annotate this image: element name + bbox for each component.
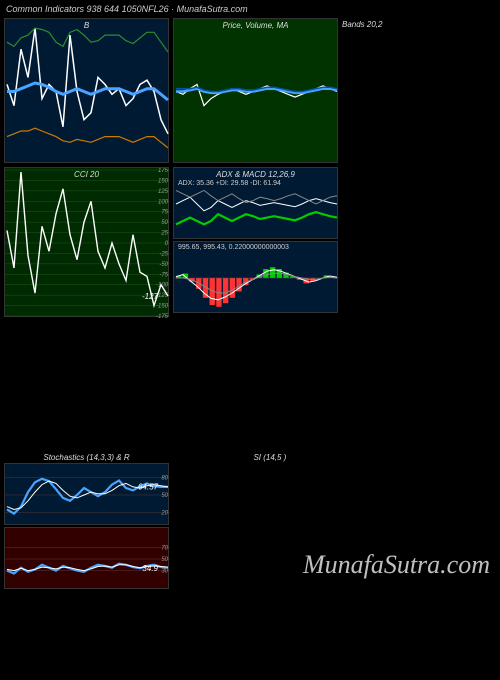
svg-text:34.9: 34.9: [142, 564, 158, 573]
svg-text:64.57: 64.57: [138, 483, 159, 492]
stoch-title: Stochastics (14,3,3) & R: [4, 453, 169, 462]
panel-macd: 995.65, 995.43, 0.22000000000003: [173, 241, 338, 313]
svg-text:70: 70: [161, 545, 168, 551]
svg-text:-127: -127: [142, 292, 159, 301]
svg-text:50: 50: [161, 220, 168, 226]
svg-text:80: 80: [161, 476, 168, 482]
cci-title: CCI 20: [74, 170, 99, 179]
panel-stoch: 80 50 20 64.57: [4, 463, 169, 525]
svg-text:100: 100: [158, 199, 169, 205]
bollinger-title: B: [84, 21, 89, 30]
page-header: Common Indicators 938 644 1050NFL26 · Mu…: [0, 0, 500, 18]
svg-text:-50: -50: [159, 262, 168, 268]
svg-text:0: 0: [165, 241, 169, 247]
adx-macd-stack: ADX & MACD 12,26,9 ADX: 35.36 +DI: 29.58…: [173, 167, 338, 317]
svg-text:75: 75: [161, 210, 168, 216]
price-ma-title: Price, Volume, MA: [223, 21, 289, 30]
svg-text:-175: -175: [156, 314, 169, 318]
adx-info: ADX: 35.36 +DI: 29.58 -DI: 61.94: [178, 180, 281, 187]
stoch-title-area: Stochastics (14,3,3) & R: [4, 451, 169, 463]
row-2: CCI 20 1751501251007550250-25-50-75-100-…: [0, 167, 500, 317]
svg-text:30: 30: [161, 569, 168, 575]
panel-bollinger: B: [4, 18, 169, 163]
bands-label-area: Bands 20,2: [342, 18, 496, 163]
svg-text:25: 25: [160, 231, 168, 237]
panel-cci: CCI 20 1751501251007550250-25-50-75-100-…: [4, 167, 169, 317]
svg-text:50: 50: [161, 557, 168, 563]
svg-text:125: 125: [158, 189, 169, 195]
row-3-header: Stochastics (14,3,3) & R SI (14,5 ): [0, 451, 500, 463]
adx-title: ADX & MACD 12,26,9: [216, 170, 295, 179]
panel-adx: ADX & MACD 12,26,9 ADX: 35.36 +DI: 29.58…: [173, 167, 338, 239]
svg-text:50: 50: [161, 493, 168, 499]
row-1: B Price, Volume, MA Bands 20,2: [0, 18, 500, 163]
svg-text:20: 20: [160, 510, 168, 516]
svg-text:175: 175: [158, 168, 169, 174]
svg-text:-150: -150: [156, 304, 169, 310]
row-3: 80 50 20 64.57 70 50 3034.9: [0, 463, 173, 589]
macd-info: 995.65, 995.43, 0.22000000000003: [178, 244, 289, 251]
rsi-title-area: SI (14,5 ): [173, 451, 496, 463]
bands-label: Bands 20,2: [342, 20, 496, 29]
watermark: MunafaSutra.com: [303, 550, 490, 580]
panel-rsi: 70 50 3034.9: [4, 527, 169, 589]
svg-text:150: 150: [158, 178, 169, 184]
panel-price-ma: Price, Volume, MA: [173, 18, 338, 163]
rsi-title: SI (14,5 ): [253, 453, 286, 462]
svg-text:-75: -75: [159, 272, 168, 278]
svg-text:-25: -25: [159, 251, 168, 257]
spacer: [0, 321, 500, 451]
